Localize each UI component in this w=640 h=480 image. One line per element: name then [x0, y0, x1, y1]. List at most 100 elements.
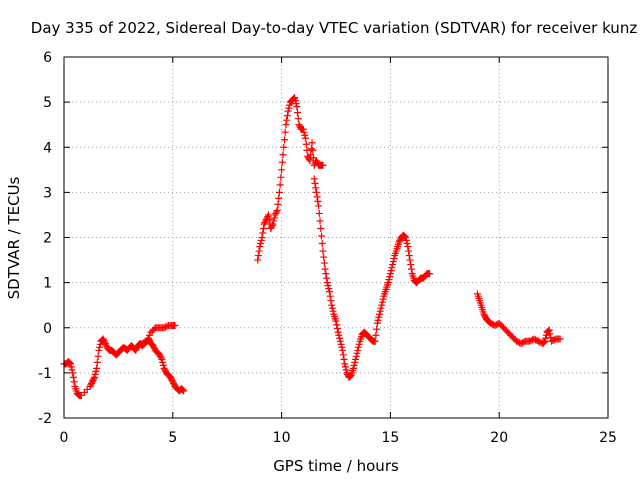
data-point [319, 247, 327, 255]
data-point [141, 338, 149, 346]
data-point [88, 378, 96, 386]
data-point [310, 175, 318, 183]
data-point [291, 97, 299, 105]
data-point [258, 234, 266, 241]
data-point [395, 238, 403, 246]
data-point [351, 358, 359, 366]
data-point [300, 128, 308, 136]
data-point [375, 313, 383, 321]
data-point [259, 229, 267, 237]
data-point [291, 94, 299, 102]
data-point [337, 340, 345, 348]
data-point [269, 220, 277, 228]
data-point [312, 184, 320, 192]
data-point [93, 358, 101, 366]
data-point [281, 128, 289, 136]
data-point [346, 373, 354, 381]
data-point [480, 310, 488, 318]
data-point [261, 218, 269, 226]
data-point [386, 270, 394, 278]
data-point [265, 211, 273, 219]
data-point [481, 312, 489, 320]
y-tick-label: 6 [43, 50, 52, 66]
data-segment-2 [254, 94, 327, 264]
data-point [426, 270, 434, 278]
data-point [264, 212, 272, 220]
data-point [301, 131, 309, 139]
data-segment-1 [138, 321, 179, 348]
data-point [542, 331, 550, 339]
data-point [347, 372, 355, 380]
data-point [272, 209, 280, 217]
data-point [325, 285, 333, 293]
data-point [342, 366, 350, 374]
data-point [328, 301, 336, 309]
data-point [67, 360, 75, 368]
x-tick-label: 10 [273, 430, 291, 446]
data-point [284, 107, 292, 115]
data-point [403, 240, 411, 248]
x-tick-label: 5 [168, 430, 177, 446]
data-point [156, 351, 164, 359]
data-point [255, 247, 263, 255]
data-point [352, 352, 360, 360]
data-point [283, 112, 291, 120]
data-point [282, 121, 290, 129]
data-point [90, 373, 98, 381]
y-tick-label: -1 [38, 366, 52, 382]
data-point [158, 355, 166, 363]
y-tick-label: 3 [43, 185, 52, 201]
x-tick-label: 25 [599, 430, 617, 446]
data-point [546, 330, 554, 338]
data-point [556, 335, 564, 343]
y-tick-label: -2 [38, 411, 52, 427]
data-point [317, 224, 325, 232]
data-point [157, 354, 165, 362]
data-point [354, 343, 362, 351]
plot-frame [63, 56, 609, 419]
data-point [354, 346, 362, 354]
data-point [341, 360, 349, 368]
data-point [542, 334, 550, 342]
data-point [94, 352, 102, 360]
data-point [274, 200, 282, 208]
data-point [70, 378, 78, 386]
data-point [159, 358, 167, 366]
data-point [67, 363, 75, 371]
data-point [93, 364, 101, 372]
data-point [326, 292, 334, 300]
data-point [133, 345, 141, 353]
data-point [101, 340, 109, 348]
data-point [541, 337, 549, 345]
data-point [170, 379, 178, 387]
data-point [377, 304, 385, 312]
data-point [277, 173, 285, 181]
data-point [295, 121, 303, 129]
data-point [292, 100, 300, 108]
data-point [379, 295, 387, 303]
data-point [179, 386, 187, 394]
data-point [102, 341, 110, 349]
data-point [132, 346, 140, 354]
data-point [378, 298, 386, 306]
y-tick-label: 0 [43, 321, 52, 337]
data-point [99, 335, 107, 343]
data-point [323, 279, 331, 287]
data-point [146, 331, 154, 339]
data-point [86, 382, 94, 390]
data-point [402, 237, 410, 245]
y-axis-label: SDTVAR / TECUs [5, 176, 23, 299]
data-point [353, 349, 361, 357]
data-point [156, 352, 164, 360]
data-point [333, 321, 341, 329]
data-point [66, 359, 74, 367]
data-point [376, 310, 384, 318]
data-point [316, 217, 324, 225]
data-point [374, 316, 382, 324]
data-point [373, 325, 381, 333]
ticks-layer: 0 5 10 15 20 25 -2 -1 0 1 2 3 4 5 6 [38, 50, 617, 446]
data-point [319, 161, 327, 169]
data-point [90, 375, 98, 383]
data-point [254, 252, 262, 260]
